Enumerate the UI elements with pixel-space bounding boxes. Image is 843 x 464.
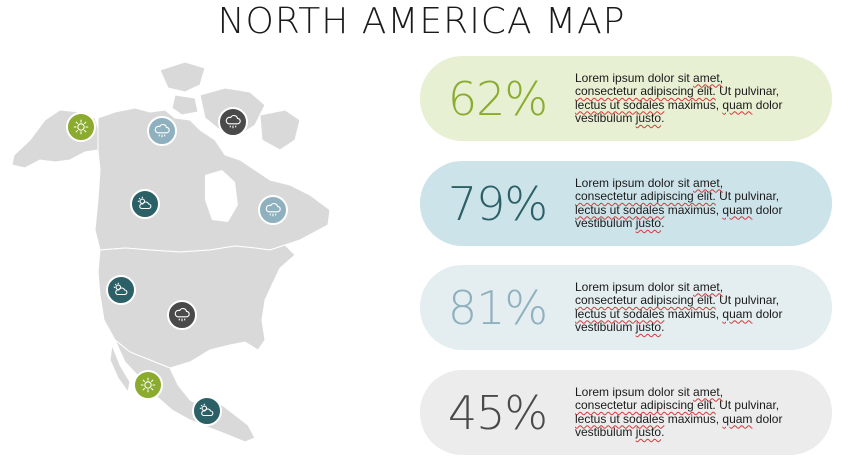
cloud-rain-icon — [265, 203, 281, 217]
arctic-islands — [159, 61, 206, 93]
stat-card: 79% Lorem ipsum dolor sit amet, consecte… — [420, 161, 832, 246]
stat-description: Lorem ipsum dolor sit amet, consectetur … — [575, 175, 783, 230]
stat-description: Lorem ipsum dolor sit amet, consectetur … — [575, 70, 783, 125]
stat-description: Lorem ipsum dolor sit amet, consectetur … — [575, 384, 783, 439]
map-pin-sun-cloud[interactable] — [192, 396, 222, 426]
sun-cloud-icon — [199, 403, 214, 417]
baja-region — [109, 343, 131, 394]
stat-percentage: 79% — [447, 176, 548, 231]
map-pin-rain[interactable] — [147, 116, 177, 146]
stat-percentage: 62% — [447, 71, 548, 126]
map-pin-sun-cloud[interactable] — [106, 275, 136, 305]
stat-card: 45% Lorem ipsum dolor sit amet, consecte… — [420, 370, 832, 455]
map-pin-rain[interactable] — [258, 195, 288, 225]
cloud-rain-icon — [174, 308, 190, 322]
stat-description: Lorem ipsum dolor sit amet, consectetur … — [575, 279, 783, 334]
stat-card: 81% Lorem ipsum dolor sit amet, consecte… — [420, 265, 832, 350]
sun-icon — [73, 119, 89, 135]
cloud-rain-icon — [225, 115, 241, 129]
stat-card: 62% Lorem ipsum dolor sit amet, consecte… — [420, 56, 832, 141]
arctic-islands-4 — [171, 94, 199, 116]
page-title: NORTH AMERICA MAP — [217, 1, 626, 42]
stat-percentage: 45% — [447, 385, 548, 440]
map-pin-sun[interactable] — [66, 112, 96, 142]
cloud-rain-icon — [154, 124, 170, 138]
sun-cloud-icon — [113, 282, 128, 296]
arctic-islands-3 — [259, 109, 301, 151]
north-america-map — [11, 61, 331, 443]
sun-cloud-icon — [137, 196, 152, 210]
stat-percentage: 81% — [447, 280, 548, 335]
sun-icon — [140, 377, 156, 393]
map-pin-sun-cloud[interactable] — [130, 189, 160, 219]
map-pin-rain[interactable] — [218, 107, 248, 137]
map-pin-sun[interactable] — [133, 370, 163, 400]
map-pin-rain[interactable] — [167, 300, 197, 330]
